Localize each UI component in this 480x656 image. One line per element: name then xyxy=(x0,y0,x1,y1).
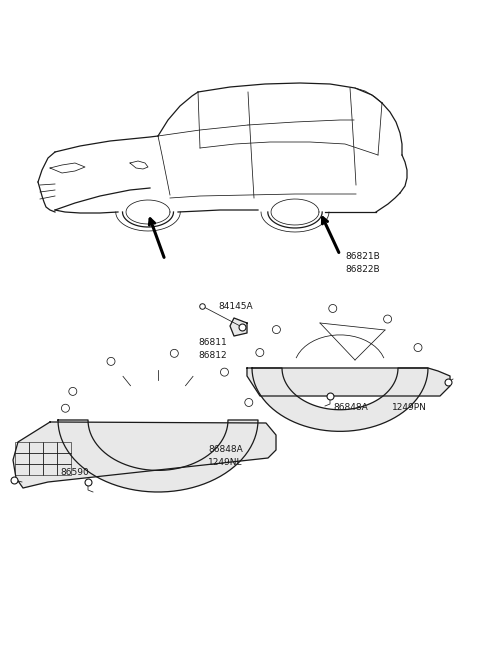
Circle shape xyxy=(69,388,77,396)
Bar xyxy=(15,453,29,464)
Circle shape xyxy=(273,325,280,334)
Polygon shape xyxy=(252,368,428,432)
Text: 86848A: 86848A xyxy=(208,445,243,454)
Circle shape xyxy=(384,315,392,323)
Bar xyxy=(15,464,29,475)
Text: 86812: 86812 xyxy=(198,351,227,360)
Bar xyxy=(29,442,43,453)
Circle shape xyxy=(61,404,70,412)
Circle shape xyxy=(220,368,228,376)
Text: 86848A: 86848A xyxy=(333,403,368,412)
Polygon shape xyxy=(247,368,450,396)
Text: 86821B: 86821B xyxy=(345,252,380,261)
Bar xyxy=(43,464,57,475)
Text: 1249NL: 1249NL xyxy=(208,458,242,467)
Bar xyxy=(43,453,57,464)
Text: 1249PN: 1249PN xyxy=(392,403,427,412)
Bar xyxy=(29,453,43,464)
Bar xyxy=(57,453,71,464)
Bar xyxy=(29,464,43,475)
Circle shape xyxy=(256,348,264,356)
Bar xyxy=(57,464,71,475)
Bar xyxy=(15,442,29,453)
Circle shape xyxy=(414,344,422,352)
Bar xyxy=(57,442,71,453)
Polygon shape xyxy=(230,318,247,336)
Circle shape xyxy=(245,398,253,407)
Polygon shape xyxy=(58,420,258,492)
Text: 86822B: 86822B xyxy=(345,265,380,274)
Text: 86590: 86590 xyxy=(60,468,89,477)
Polygon shape xyxy=(13,422,276,488)
Bar xyxy=(43,442,57,453)
Text: 84145A: 84145A xyxy=(218,302,252,311)
Circle shape xyxy=(107,358,115,365)
Circle shape xyxy=(329,304,337,312)
Circle shape xyxy=(170,350,179,358)
Text: 86811: 86811 xyxy=(198,338,227,347)
